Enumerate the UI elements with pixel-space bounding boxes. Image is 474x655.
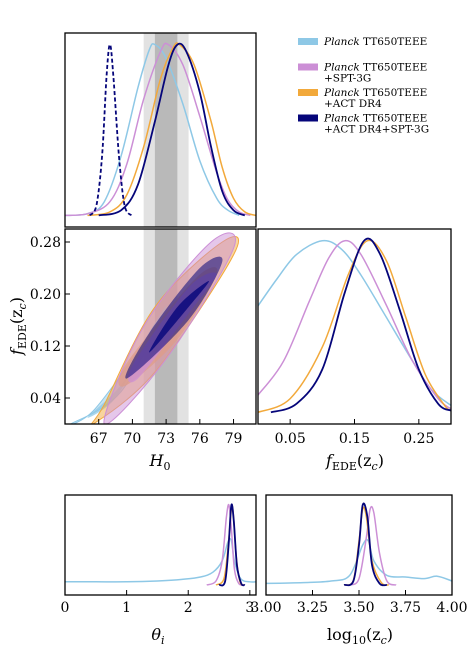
x-tick-label: 67	[90, 431, 108, 447]
y-tick-label: 0.20	[30, 287, 61, 303]
series-line-all	[270, 237, 451, 414]
legend-label-line2: +ACT DR4	[324, 98, 382, 110]
legend-swatch-spt	[298, 63, 318, 71]
fede-x-ticks: 0.05 0.15 0.25	[275, 419, 434, 447]
fede-axis-title: fEDE(zc)	[7, 297, 29, 356]
x-tick-label: 0	[61, 600, 70, 616]
series-line-planck	[258, 239, 451, 407]
x-tick-label: 4.00	[436, 600, 467, 616]
x-tick-label: 0.25	[403, 431, 434, 447]
series-line-planck	[65, 42, 240, 217]
zc-axis-title: log10(zc)	[327, 625, 393, 647]
legend-label-line2: +SPT-3G	[324, 73, 371, 85]
posterior-contours	[69, 232, 239, 424]
legend-label: Planck TT650TEEE	[323, 113, 427, 125]
x-tick-label: 1	[122, 600, 131, 616]
fede-marginal-series	[258, 237, 451, 414]
series-line-spt	[206, 503, 244, 586]
x-tick-label: 3.25	[297, 600, 328, 616]
legend-label: Planck TT650TEEE	[323, 62, 427, 74]
panel-theta-marginal: 0 1 2 3 θi	[61, 494, 257, 647]
x-tick-label: 0.15	[339, 431, 370, 447]
legend-swatch-planck	[298, 38, 318, 45]
h0-marginal-series	[65, 42, 256, 217]
y-tick-label: 0.28	[30, 235, 61, 251]
zc-x-ticks: 3.00 3.25 3.50 3.75 4.00	[250, 590, 468, 616]
h0-tension-bands	[143, 33, 189, 227]
x-tick-label: 76	[191, 431, 209, 447]
x-tick-label: 79	[225, 431, 243, 447]
series-line-spt	[65, 42, 251, 217]
series-line-act	[258, 239, 451, 414]
contour-68-all	[149, 281, 209, 353]
x-tick-label: 3.50	[343, 600, 374, 616]
x-tick-label: 3.75	[390, 600, 421, 616]
h0-x-ticks: 67 70 73 76 79	[90, 419, 243, 447]
series-line-all	[218, 503, 246, 587]
legend-label: Planck TT650TEEE	[323, 36, 427, 48]
series-line-all	[343, 502, 388, 587]
panel-frame	[64, 494, 257, 596]
panel-h0-fede-2d: 67 70 73 76 79 0.04 0.12 0.20 0.28 H0 fEDE(zc)	[7, 228, 257, 473]
x-tick-label: 3	[245, 600, 254, 616]
theta-axis-title: θi	[151, 625, 164, 647]
series-line-all	[98, 42, 246, 217]
legend-swatch-all	[298, 114, 318, 122]
series-line-spt	[349, 505, 397, 586]
panel-frame	[64, 228, 257, 425]
series-line-spt	[258, 239, 451, 410]
legend-swatch-act	[298, 89, 318, 96]
x-tick-label: 3.00	[250, 600, 281, 616]
x-tick-label: 70	[123, 431, 141, 447]
legend-label: Planck TT650TEEE	[323, 87, 427, 99]
y-tick-label: 0.12	[30, 339, 61, 355]
x-tick-label: 0.05	[275, 431, 306, 447]
fede-y-ticks: 0.04 0.12 0.20 0.28	[30, 235, 70, 407]
x-tick-label: 73	[157, 431, 175, 447]
panel-zc-marginal: 3.00 3.25 3.50 3.75 4.00 log10(zc)	[250, 494, 468, 647]
legend-label-line2: +ACT DR4+SPT-3G	[324, 124, 429, 136]
x-tick-label: 2	[184, 600, 193, 616]
fede-x-axis-title: fEDE(zc)	[325, 451, 384, 473]
theta-x-ticks: 0 1 2 3	[61, 590, 254, 616]
theta-marginal-series	[65, 503, 256, 587]
series-line-act	[87, 42, 256, 217]
zc-marginal-series	[266, 502, 452, 587]
y-tick-label: 0.04	[30, 391, 61, 407]
panel-fede-marginal: 0.05 0.15 0.25 fEDE(zc)	[257, 228, 452, 473]
panel-frame	[64, 32, 257, 228]
panel-h0-marginal	[64, 32, 257, 228]
h0-axis-title: H0	[149, 451, 171, 473]
